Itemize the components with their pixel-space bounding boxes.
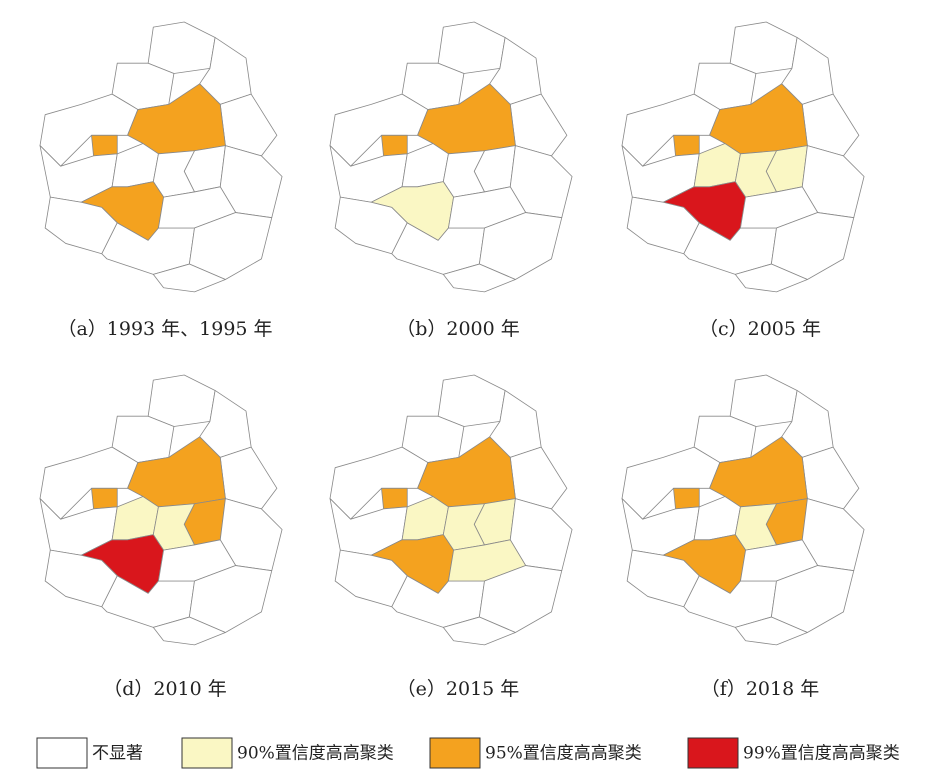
region (152, 263, 226, 293)
region (381, 487, 408, 510)
panel-caption: （c）2005 年 (699, 318, 821, 340)
map-panel (621, 374, 865, 646)
map-panel (39, 374, 283, 646)
map-panel (329, 374, 573, 646)
legend-swatch (181, 737, 233, 769)
panel-caption: （d）2010 年 (103, 678, 227, 700)
region (111, 496, 159, 541)
region (437, 21, 506, 74)
region (693, 143, 741, 188)
legend-swatch (429, 737, 481, 769)
panel-caption: （b）2000 年 (396, 318, 520, 340)
panel-caption: （e）2015 年 (397, 678, 520, 700)
region (91, 487, 118, 510)
map-panel (39, 21, 283, 293)
region (437, 374, 506, 427)
map-panel (329, 21, 573, 293)
legend-swatch (36, 737, 88, 769)
legend-label: 不显著 (92, 744, 143, 764)
legend-label: 99%置信度高高聚类 (743, 744, 900, 764)
region (729, 21, 798, 74)
region (111, 143, 159, 188)
panel-caption: （f）2018 年 (701, 678, 819, 700)
panel-caption: （a）1993 年、1995 年 (57, 318, 272, 340)
region (734, 616, 808, 646)
region (152, 616, 226, 646)
legend-label: 95%置信度高高聚类 (485, 744, 642, 764)
region (401, 496, 449, 541)
legend-label: 90%置信度高高聚类 (237, 744, 394, 764)
region (91, 134, 118, 157)
map-panel (621, 21, 865, 293)
region (442, 263, 516, 293)
region (147, 374, 216, 427)
legend-swatch (687, 737, 739, 769)
region (381, 134, 408, 157)
region (693, 496, 741, 541)
region (147, 21, 216, 74)
region (734, 263, 808, 293)
region (442, 616, 516, 646)
region (401, 143, 449, 188)
region (673, 134, 700, 157)
region (729, 374, 798, 427)
region (673, 487, 700, 510)
